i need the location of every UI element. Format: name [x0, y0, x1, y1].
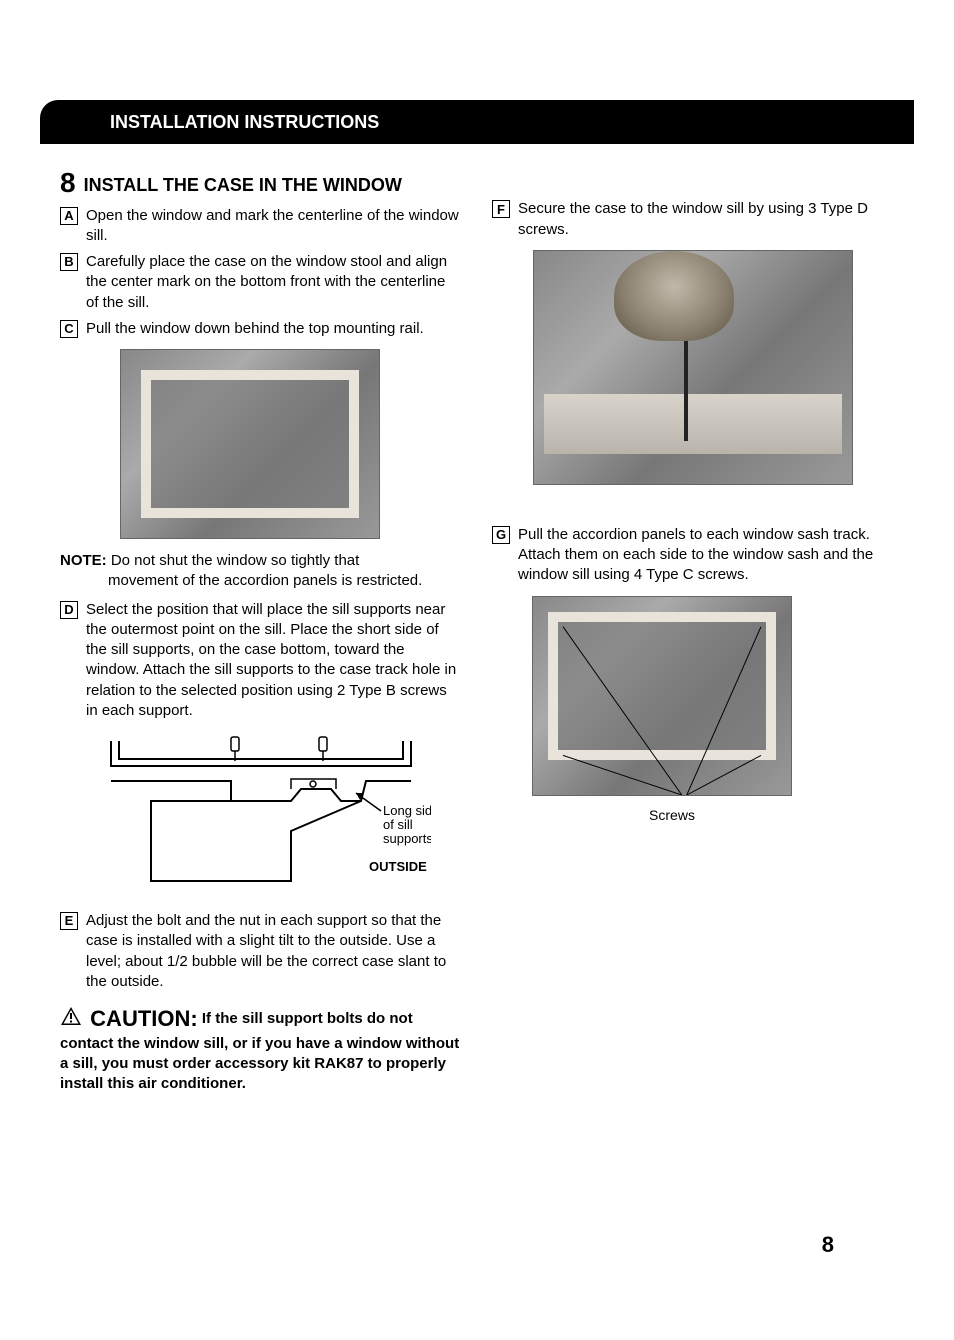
substep-C: C Pull the window down behind the top mo…: [60, 319, 462, 339]
substep-letter: B: [60, 253, 78, 271]
substep-E: E Adjust the bolt and the nut in each su…: [60, 911, 462, 992]
substep-letter: C: [60, 320, 78, 338]
section-header: INSTALLATION INSTRUCTIONS: [40, 100, 914, 144]
photo-hand: [614, 251, 734, 341]
step-title-text: INSTALL THE CASE IN THE WINDOW: [84, 173, 402, 197]
left-column: 8 INSTALL THE CASE IN THE WINDOW A Open …: [60, 169, 462, 1094]
substep-A: A Open the window and mark the centerlin…: [60, 206, 462, 247]
sill-support-diagram: Long side of sill supports OUTSIDE: [91, 731, 431, 901]
substep-letter: F: [492, 200, 510, 218]
substep-text: Open the window and mark the centerline …: [86, 206, 462, 247]
note-label: NOTE:: [60, 552, 107, 569]
content-columns: 8 INSTALL THE CASE IN THE WINDOW A Open …: [60, 169, 894, 1094]
substep-letter: D: [60, 601, 78, 619]
note-text-rest: movement of the accordion panels is rest…: [60, 571, 462, 591]
step-title: 8 INSTALL THE CASE IN THE WINDOW: [60, 169, 462, 197]
photo-case-in-window: [120, 349, 380, 539]
substep-F: F Secure the case to the window sill by …: [492, 199, 894, 240]
photo-accordion-panels: [532, 596, 792, 796]
substep-text: Carefully place the case on the window s…: [86, 252, 462, 313]
note-text: Do not shut the window so tightly that: [111, 552, 359, 569]
caution-block: CAUTION: If the sill support bolts do no…: [60, 1004, 462, 1094]
substep-text: Secure the case to the window sill by us…: [518, 199, 894, 240]
substep-text: Pull the window down behind the top moun…: [86, 319, 462, 339]
photo-caption-screws: Screws: [532, 806, 812, 825]
warning-icon: [60, 1006, 82, 1032]
photo-accordion-wrap: Screws: [532, 596, 812, 825]
note: NOTE: Do not shut the window so tightly …: [60, 551, 462, 592]
substep-text: Select the position that will place the …: [86, 600, 462, 722]
page-number: 8: [822, 1230, 834, 1260]
substep-letter: E: [60, 912, 78, 930]
substep-D: D Select the position that will place th…: [60, 600, 462, 722]
caution-word: CAUTION:: [90, 1006, 198, 1031]
substep-letter: A: [60, 207, 78, 225]
substep-text: Adjust the bolt and the nut in each supp…: [86, 911, 462, 992]
page: INSTALLATION INSTRUCTIONS 8 INSTALL THE …: [60, 100, 894, 1300]
section-header-text: INSTALLATION INSTRUCTIONS: [110, 112, 379, 132]
right-column: F Secure the case to the window sill by …: [492, 169, 894, 1094]
step-number: 8: [60, 169, 76, 197]
photo-frame: [548, 612, 776, 760]
photo-frame: [141, 370, 359, 518]
photo-screwing-sill: [533, 250, 853, 485]
substep-G: G Pull the accordion panels to each wind…: [492, 525, 894, 586]
substep-letter: G: [492, 526, 510, 544]
substep-text: Pull the accordion panels to each window…: [518, 525, 894, 586]
substep-B: B Carefully place the case on the window…: [60, 252, 462, 313]
diagram-label-longside: Long side of sill supports: [383, 803, 431, 846]
photo-sill: [544, 394, 842, 454]
diagram-label-outside: OUTSIDE: [369, 859, 427, 874]
